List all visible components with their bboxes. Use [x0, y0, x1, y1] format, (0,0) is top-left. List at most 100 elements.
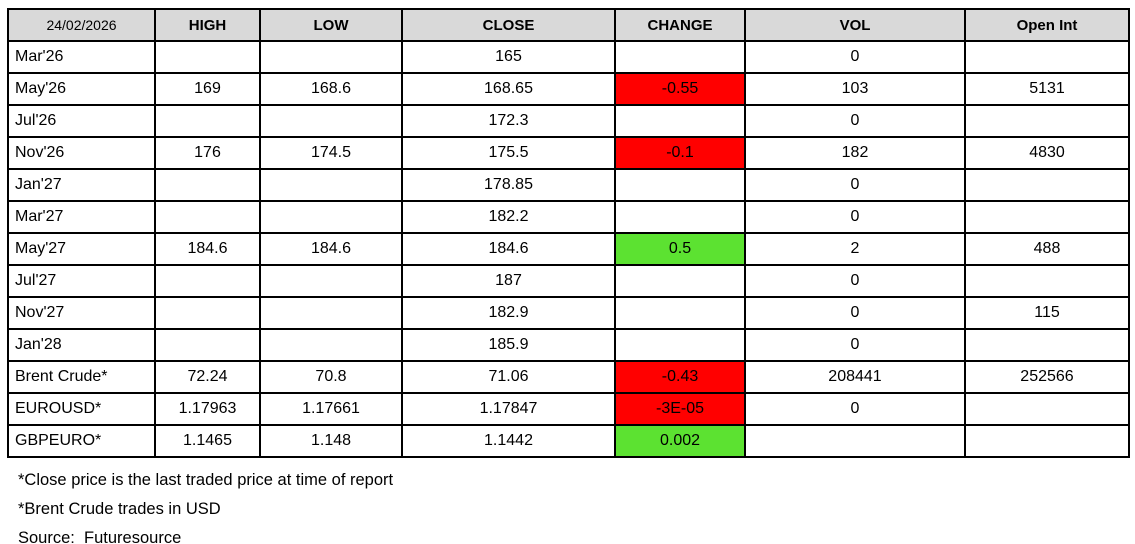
cell-change — [614, 200, 746, 234]
table-row: EUROUSD* 1.17963 1.17661 1.17847 -3E-05 0 — [7, 392, 1130, 426]
cell-low — [259, 168, 403, 202]
cell-open-int: 5131 — [964, 72, 1130, 106]
cell-high: 169 — [154, 72, 261, 106]
cell-high: 1.17963 — [154, 392, 261, 426]
cell-vol: 0 — [744, 104, 966, 138]
table-row: Mar'26 165 0 — [7, 40, 1130, 74]
cell-vol: 0 — [744, 168, 966, 202]
cell-low: 184.6 — [259, 232, 403, 266]
cell-open-int — [964, 168, 1130, 202]
table-row: GBPEURO* 1.1465 1.148 1.1442 0.002 — [7, 424, 1130, 458]
cell-high — [154, 200, 261, 234]
table-row: May'26 169 168.6 168.65 -0.55 103 5131 — [7, 72, 1130, 106]
cell-contract: Nov'26 — [7, 136, 156, 170]
cell-low: 70.8 — [259, 360, 403, 394]
footnotes: *Close price is the last traded price at… — [7, 466, 1135, 544]
cell-contract: Jan'27 — [7, 168, 156, 202]
cell-open-int: 488 — [964, 232, 1130, 266]
cell-vol — [744, 424, 966, 458]
cell-contract: Brent Crude* — [7, 360, 156, 394]
cell-close: 185.9 — [401, 328, 616, 362]
cell-contract: May'27 — [7, 232, 156, 266]
cell-change — [614, 264, 746, 298]
cell-contract: Mar'27 — [7, 200, 156, 234]
cell-close: 178.85 — [401, 168, 616, 202]
cell-open-int — [964, 392, 1130, 426]
cell-open-int — [964, 328, 1130, 362]
cell-high: 1.1465 — [154, 424, 261, 458]
cell-close: 165 — [401, 40, 616, 74]
table-row: Jul'26 172.3 0 — [7, 104, 1130, 138]
cell-contract: Jul'26 — [7, 104, 156, 138]
cell-low: 1.17661 — [259, 392, 403, 426]
cell-change: 0.002 — [614, 424, 746, 458]
cell-contract: May'26 — [7, 72, 156, 106]
cell-high — [154, 264, 261, 298]
cell-open-int: 252566 — [964, 360, 1130, 394]
cell-high: 176 — [154, 136, 261, 170]
cell-change: -0.55 — [614, 72, 746, 106]
cell-change: -3E-05 — [614, 392, 746, 426]
cell-high: 72.24 — [154, 360, 261, 394]
cell-contract: Nov'27 — [7, 296, 156, 330]
table-row: Jan'28 185.9 0 — [7, 328, 1130, 362]
cell-vol: 0 — [744, 40, 966, 74]
column-header-close: CLOSE — [401, 8, 616, 42]
cell-low — [259, 40, 403, 74]
cell-high: 184.6 — [154, 232, 261, 266]
cell-open-int: 4830 — [964, 136, 1130, 170]
cell-low — [259, 264, 403, 298]
cell-contract: GBPEURO* — [7, 424, 156, 458]
cell-contract: EUROUSD* — [7, 392, 156, 426]
cell-change: -0.1 — [614, 136, 746, 170]
cell-high — [154, 40, 261, 74]
futures-price-table: 24/02/2026 HIGH LOW CLOSE CHANGE VOL Ope… — [7, 8, 1130, 458]
cell-vol: 182 — [744, 136, 966, 170]
column-header-open-int: Open Int — [964, 8, 1130, 42]
cell-change — [614, 104, 746, 138]
cell-open-int — [964, 200, 1130, 234]
cell-vol: 2 — [744, 232, 966, 266]
cell-contract: Mar'26 — [7, 40, 156, 74]
footnote-close-price: *Close price is the last traded price at… — [18, 471, 394, 489]
cell-change: -0.43 — [614, 360, 746, 394]
cell-high — [154, 168, 261, 202]
cell-change — [614, 40, 746, 74]
footnote-brent-crude: *Brent Crude trades in USD — [18, 500, 221, 518]
cell-close: 184.6 — [401, 232, 616, 266]
cell-change — [614, 328, 746, 362]
cell-open-int: 115 — [964, 296, 1130, 330]
cell-low: 1.148 — [259, 424, 403, 458]
column-header-vol: VOL — [744, 8, 966, 42]
cell-contract: Jul'27 — [7, 264, 156, 298]
cell-vol: 103 — [744, 72, 966, 106]
table-row: May'27 184.6 184.6 184.6 0.5 2 488 — [7, 232, 1130, 266]
cell-close: 71.06 — [401, 360, 616, 394]
cell-low — [259, 296, 403, 330]
cell-change — [614, 168, 746, 202]
cell-close: 182.9 — [401, 296, 616, 330]
cell-open-int — [964, 104, 1130, 138]
cell-open-int — [964, 424, 1130, 458]
cell-low — [259, 328, 403, 362]
column-header-high: HIGH — [154, 8, 261, 42]
header-row: 24/02/2026 HIGH LOW CLOSE CHANGE VOL Ope… — [7, 8, 1130, 42]
cell-open-int — [964, 264, 1130, 298]
cell-low: 168.6 — [259, 72, 403, 106]
cell-close: 175.5 — [401, 136, 616, 170]
cell-high — [154, 296, 261, 330]
cell-high — [154, 328, 261, 362]
cell-close: 1.1442 — [401, 424, 616, 458]
cell-vol: 0 — [744, 264, 966, 298]
cell-vol: 0 — [744, 200, 966, 234]
cell-close: 168.65 — [401, 72, 616, 106]
table-body: Mar'26 165 0 May'26 169 168.6 168.65 -0.55 103 51… — [7, 40, 1130, 458]
cell-close: 187 — [401, 264, 616, 298]
cell-low: 174.5 — [259, 136, 403, 170]
cell-open-int — [964, 40, 1130, 74]
table-row: Jul'27 187 0 — [7, 264, 1130, 298]
cell-low — [259, 104, 403, 138]
cell-low — [259, 200, 403, 234]
cell-change: 0.5 — [614, 232, 746, 266]
